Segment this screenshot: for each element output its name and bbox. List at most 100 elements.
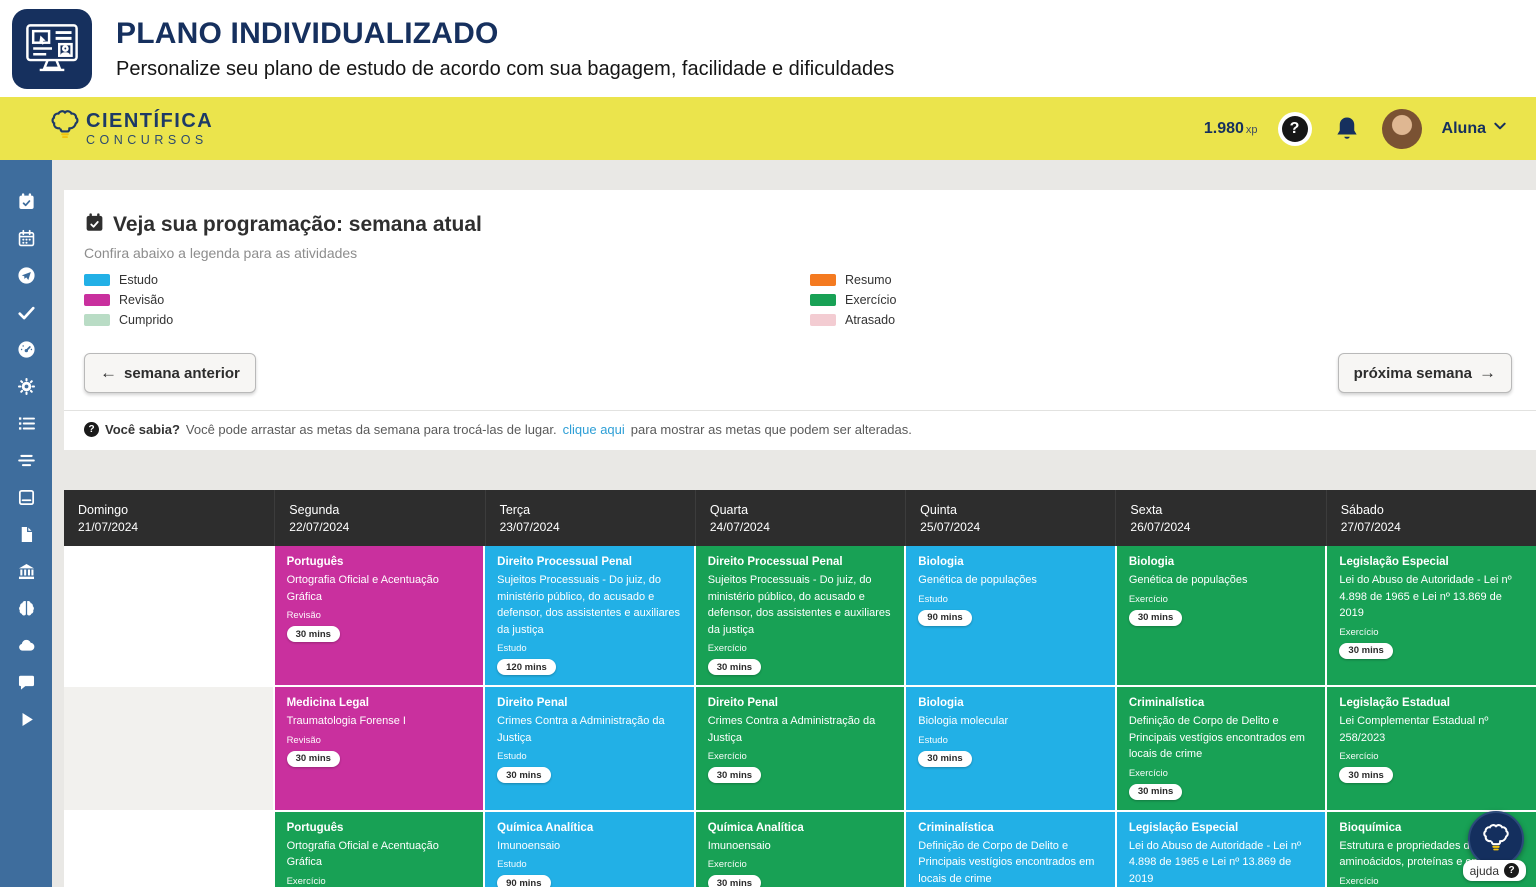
user-menu[interactable]: Aluna — [1442, 118, 1508, 139]
help-fab-button[interactable]: ajuda ? — [1462, 811, 1526, 881]
previous-week-button[interactable]: ← semana anterior — [84, 353, 256, 393]
schedule-card[interactable]: Legislação Especial Lei do Abuso de Autor… — [1327, 546, 1536, 685]
duration-badge: 90 mins — [497, 875, 551, 887]
gauge-icon[interactable] — [17, 340, 36, 359]
list-icon[interactable] — [17, 414, 36, 433]
card-activity-type: Exercício — [1339, 875, 1379, 887]
day-name: Sábado — [1340, 503, 1384, 517]
empty-day-cell — [64, 687, 273, 810]
page-title: PLANO INDIVIDUALIZADO — [116, 16, 499, 50]
legend-label: Revisão — [119, 293, 165, 307]
tip-bold: Você sabia? — [105, 422, 180, 437]
legend-label: Resumo — [845, 273, 892, 287]
card-subject: Português — [286, 556, 344, 568]
schedule-card[interactable]: Criminalística Definição de Corpo de Deli… — [906, 811, 1115, 887]
notifications-bell-icon[interactable] — [1332, 114, 1362, 144]
calendar-days-icon[interactable] — [17, 229, 36, 248]
avatar[interactable] — [1381, 108, 1422, 149]
align-center-icon[interactable] — [17, 451, 36, 470]
card-activity-type: Exercício — [1128, 767, 1168, 779]
brain-icon[interactable] — [17, 599, 36, 618]
chevron-down-icon — [1492, 118, 1508, 139]
day-name: Quarta — [709, 503, 749, 517]
schedule-card[interactable]: Português Ortografia Oficial e Acentuação… — [274, 546, 484, 685]
legend-swatch — [810, 294, 836, 306]
day-name: Sexta — [1130, 503, 1163, 517]
user-name: Aluna — [1441, 119, 1486, 137]
schedule-card[interactable]: Direito Processual Penal Sujeitos Process… — [485, 546, 694, 685]
brand-logo[interactable]: CIENTÍFICA CONCURSOS — [48, 108, 213, 149]
day-date: 27/07/2024 — [1340, 520, 1401, 534]
play-icon[interactable] — [17, 710, 36, 729]
schedule-card[interactable]: Criminalística Definição de Corpo de Deli… — [1116, 687, 1326, 810]
card-subject: Química Analítica — [707, 821, 804, 834]
schedule-card[interactable]: Direito Processual Penal Sujeitos Process… — [695, 546, 905, 685]
card-activity-type: Revisão — [286, 734, 321, 746]
schedule-card[interactable]: Biologia Biologia molecular Estudo 30 mins — [906, 687, 1115, 810]
legend-label: Cumprido — [119, 313, 174, 327]
card-activity-type: Exercício — [286, 875, 326, 887]
brand-brain-bulb-icon — [48, 108, 82, 149]
card-activity-type: Exercício — [707, 643, 747, 654]
send-icon[interactable] — [17, 266, 36, 285]
legend-swatch — [84, 314, 110, 326]
tip-text-2: para mostrar as metas que podem ser alte… — [630, 422, 912, 437]
bank-icon[interactable] — [17, 562, 36, 581]
tip-link[interactable]: clique aqui — [562, 422, 625, 437]
plan-monitor-icon — [12, 8, 92, 89]
card-subject: Química Analítica — [497, 821, 594, 834]
schedule-card[interactable]: Legislação Estadual Lei Complementar Esta… — [1327, 687, 1536, 810]
calendar-body: Português Ortografia Oficial e Acentuação… — [64, 546, 1536, 887]
chat-icon[interactable] — [17, 673, 36, 692]
card-activity-type: Estudo — [918, 593, 948, 605]
legend: Estudo Revisão Cumprido Resumo Exercício Atr… — [84, 273, 1512, 327]
card-activity-type: Exercício — [1339, 626, 1379, 638]
day-name: Domingo — [78, 503, 129, 517]
book-icon[interactable] — [17, 488, 36, 507]
legend-item-revisão: Revisão — [84, 293, 810, 307]
next-week-button[interactable]: próxima semana → — [1337, 353, 1512, 393]
schedule-card[interactable]: Português Ortografia Oficial e Acentuação… — [274, 811, 484, 887]
xp-counter: 1.980 xp — [1203, 119, 1258, 137]
duration-badge: 30 mins — [707, 875, 762, 887]
legend-item-cumprido: Cumprido — [84, 313, 810, 327]
schedule-card[interactable]: Biologia Genética de populações Exercício 3… — [1116, 546, 1326, 685]
cloud-icon[interactable] — [17, 636, 36, 655]
day-date: 23/07/2024 — [499, 520, 560, 534]
gear-icon[interactable] — [17, 377, 36, 396]
card-subject: Bioquímica — [1339, 821, 1402, 834]
help-question-icon[interactable]: ? — [1277, 111, 1312, 146]
card-activity-type: Estudo — [497, 643, 527, 654]
legend-swatch — [810, 274, 836, 286]
card-activity-type: Exercício — [707, 859, 747, 870]
section-subtitle: Confira abaixo a legenda para as ativida… — [84, 245, 358, 261]
help-fab-label: ajuda — [1469, 863, 1499, 878]
file-icon[interactable] — [17, 525, 36, 544]
help-fab-question-icon: ? — [1504, 863, 1519, 878]
card-topic: Lei Complementar Estadual nº 258/2023 — [1339, 715, 1489, 744]
card-activity-type: Exercício — [1128, 593, 1168, 605]
card-subject: Biologia — [918, 697, 964, 709]
schedule-card[interactable]: Legislação Especial Lei do Abuso de Autor… — [1116, 811, 1326, 887]
card-topic: Ortografia Oficial e Acentuação Gráfica — [286, 839, 439, 869]
card-topic: Ortografia Oficial e Acentuação Gráfica — [286, 574, 439, 603]
schedule-card[interactable]: Medicina Legal Traumatologia Forense I Rev… — [274, 687, 484, 810]
schedule-card[interactable]: Direito Penal Crimes Contra a Administraç… — [485, 687, 694, 810]
schedule-card[interactable]: Biologia Genética de populações Estudo 90 m… — [906, 546, 1115, 685]
page-header: PLANO INDIVIDUALIZADO Personalize seu pl… — [0, 0, 1536, 97]
legend-swatch — [84, 274, 110, 286]
schedule-card[interactable]: Direito Penal Crimes Contra a Administraç… — [695, 687, 905, 810]
card-topic: Imunoensaio — [707, 839, 771, 852]
page-subtitle: Personalize seu plano de estudo de acord… — [116, 57, 895, 80]
calendar-check-icon[interactable] — [17, 192, 36, 211]
schedule-card[interactable]: Química Analítica Imunoensaio Estudo 90 min… — [485, 811, 694, 887]
duration-badge: 30 mins — [497, 767, 551, 783]
day-date: 21/07/2024 — [78, 520, 139, 534]
check-icon[interactable] — [17, 303, 36, 322]
card-activity-type: Exercício — [707, 751, 747, 762]
card-topic: Lei do Abuso de Autoridade - Lei nº 4.89… — [1339, 574, 1512, 619]
day-name: Quinta — [920, 503, 957, 517]
calendar-header: Domingo 21/07/2024 Segunda 22/07/2024 Terça 2… — [64, 490, 1536, 546]
tip-bar: ? Você sabia? Você pode arrastar as meta… — [64, 410, 1536, 450]
schedule-card[interactable]: Química Analítica Imunoensaio Exercício 30 … — [695, 811, 905, 887]
